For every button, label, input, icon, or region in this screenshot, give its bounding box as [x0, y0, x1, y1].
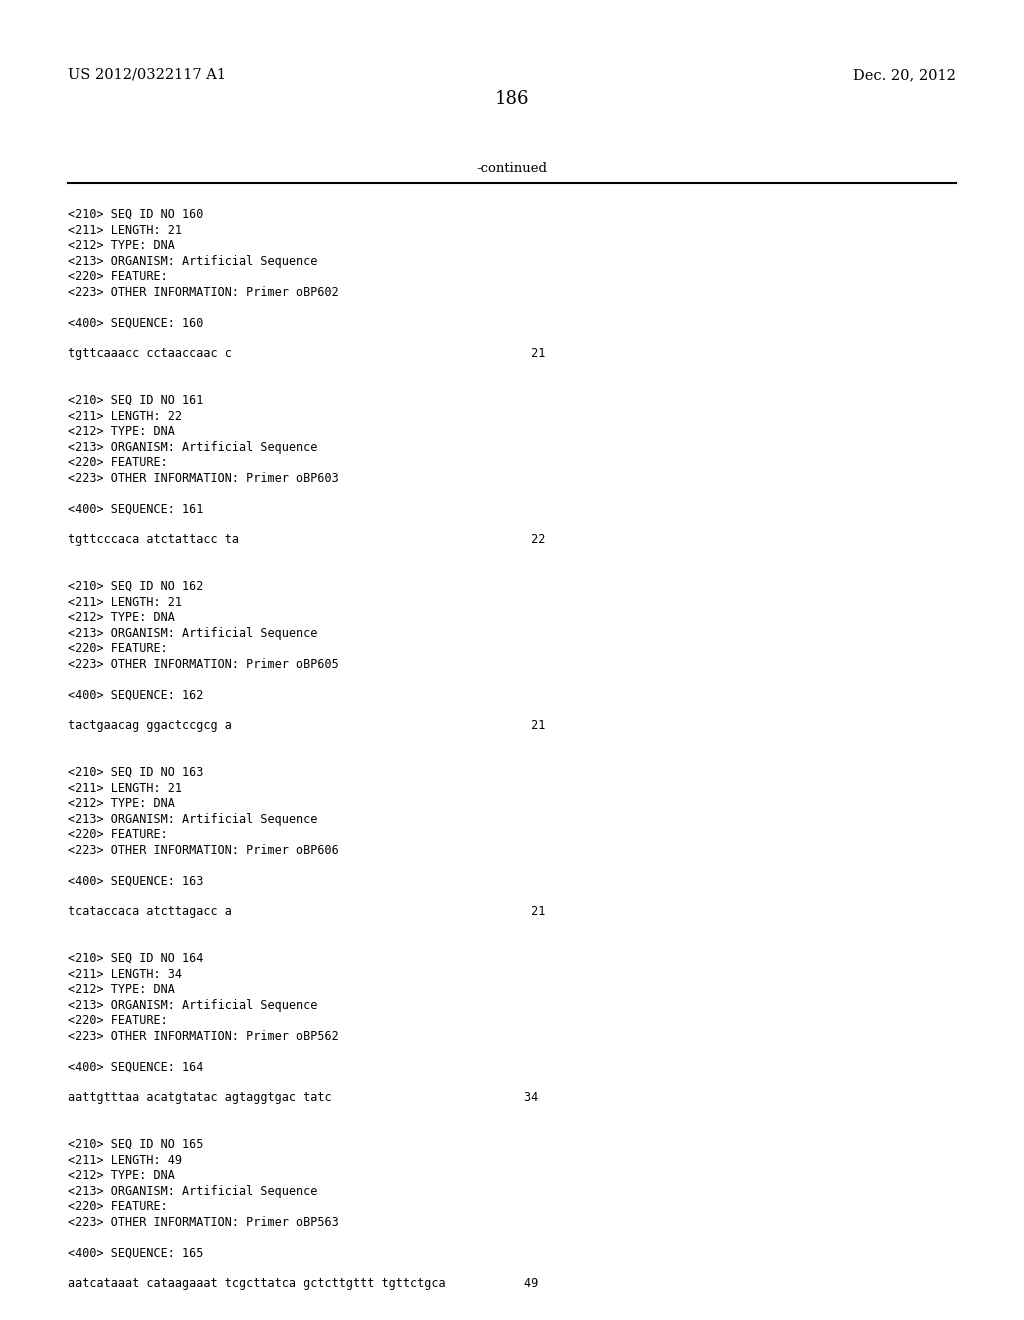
Text: <213> ORGANISM: Artificial Sequence: <213> ORGANISM: Artificial Sequence	[68, 627, 317, 639]
Text: <211> LENGTH: 21: <211> LENGTH: 21	[68, 781, 182, 795]
Text: <212> TYPE: DNA: <212> TYPE: DNA	[68, 797, 175, 810]
Text: <210> SEQ ID NO 165: <210> SEQ ID NO 165	[68, 1138, 204, 1151]
Text: <223> OTHER INFORMATION: Primer oBP605: <223> OTHER INFORMATION: Primer oBP605	[68, 657, 339, 671]
Text: <210> SEQ ID NO 164: <210> SEQ ID NO 164	[68, 952, 204, 965]
Text: <223> OTHER INFORMATION: Primer oBP562: <223> OTHER INFORMATION: Primer oBP562	[68, 1030, 339, 1043]
Text: <213> ORGANISM: Artificial Sequence: <213> ORGANISM: Artificial Sequence	[68, 441, 317, 454]
Text: <400> SEQUENCE: 161: <400> SEQUENCE: 161	[68, 503, 204, 516]
Text: <220> FEATURE:: <220> FEATURE:	[68, 271, 168, 282]
Text: <213> ORGANISM: Artificial Sequence: <213> ORGANISM: Artificial Sequence	[68, 998, 317, 1011]
Text: Dec. 20, 2012: Dec. 20, 2012	[853, 69, 956, 82]
Text: aattgtttaa acatgtatac agtaggtgac tatc                           34: aattgtttaa acatgtatac agtaggtgac tatc 34	[68, 1092, 539, 1105]
Text: <211> LENGTH: 49: <211> LENGTH: 49	[68, 1154, 182, 1167]
Text: <220> FEATURE:: <220> FEATURE:	[68, 455, 168, 469]
Text: US 2012/0322117 A1: US 2012/0322117 A1	[68, 69, 226, 82]
Text: tcataccaca atcttagacc a                                          21: tcataccaca atcttagacc a 21	[68, 906, 546, 919]
Text: <223> OTHER INFORMATION: Primer oBP563: <223> OTHER INFORMATION: Primer oBP563	[68, 1216, 339, 1229]
Text: <211> LENGTH: 21: <211> LENGTH: 21	[68, 223, 182, 236]
Text: tactgaacag ggactccgcg a                                          21: tactgaacag ggactccgcg a 21	[68, 719, 546, 733]
Text: <210> SEQ ID NO 163: <210> SEQ ID NO 163	[68, 766, 204, 779]
Text: <210> SEQ ID NO 161: <210> SEQ ID NO 161	[68, 393, 204, 407]
Text: <212> TYPE: DNA: <212> TYPE: DNA	[68, 611, 175, 624]
Text: tgttcaaacc cctaaccaac c                                          21: tgttcaaacc cctaaccaac c 21	[68, 347, 546, 360]
Text: <212> TYPE: DNA: <212> TYPE: DNA	[68, 983, 175, 997]
Text: <212> TYPE: DNA: <212> TYPE: DNA	[68, 239, 175, 252]
Text: aatcataaat cataagaaat tcgcttatca gctcttgttt tgttctgca           49: aatcataaat cataagaaat tcgcttatca gctcttg…	[68, 1278, 539, 1291]
Text: <220> FEATURE:: <220> FEATURE:	[68, 828, 168, 841]
Text: <210> SEQ ID NO 162: <210> SEQ ID NO 162	[68, 579, 204, 593]
Text: <400> SEQUENCE: 162: <400> SEQUENCE: 162	[68, 689, 204, 701]
Text: <220> FEATURE:: <220> FEATURE:	[68, 642, 168, 655]
Text: <223> OTHER INFORMATION: Primer oBP603: <223> OTHER INFORMATION: Primer oBP603	[68, 471, 339, 484]
Text: <210> SEQ ID NO 160: <210> SEQ ID NO 160	[68, 209, 204, 220]
Text: <223> OTHER INFORMATION: Primer oBP606: <223> OTHER INFORMATION: Primer oBP606	[68, 843, 339, 857]
Text: <213> ORGANISM: Artificial Sequence: <213> ORGANISM: Artificial Sequence	[68, 813, 317, 825]
Text: tgttcccaca atctattacc ta                                         22: tgttcccaca atctattacc ta 22	[68, 533, 546, 546]
Text: <211> LENGTH: 22: <211> LENGTH: 22	[68, 409, 182, 422]
Text: <400> SEQUENCE: 164: <400> SEQUENCE: 164	[68, 1060, 204, 1073]
Text: <211> LENGTH: 34: <211> LENGTH: 34	[68, 968, 182, 981]
Text: 186: 186	[495, 90, 529, 108]
Text: -continued: -continued	[476, 162, 548, 176]
Text: <213> ORGANISM: Artificial Sequence: <213> ORGANISM: Artificial Sequence	[68, 255, 317, 268]
Text: <220> FEATURE:: <220> FEATURE:	[68, 1200, 168, 1213]
Text: <213> ORGANISM: Artificial Sequence: <213> ORGANISM: Artificial Sequence	[68, 1184, 317, 1197]
Text: <220> FEATURE:: <220> FEATURE:	[68, 1014, 168, 1027]
Text: <223> OTHER INFORMATION: Primer oBP602: <223> OTHER INFORMATION: Primer oBP602	[68, 285, 339, 298]
Text: <400> SEQUENCE: 163: <400> SEQUENCE: 163	[68, 874, 204, 887]
Text: <212> TYPE: DNA: <212> TYPE: DNA	[68, 425, 175, 438]
Text: <211> LENGTH: 21: <211> LENGTH: 21	[68, 595, 182, 609]
Text: <400> SEQUENCE: 160: <400> SEQUENCE: 160	[68, 317, 204, 330]
Text: <400> SEQUENCE: 165: <400> SEQUENCE: 165	[68, 1246, 204, 1259]
Text: <212> TYPE: DNA: <212> TYPE: DNA	[68, 1170, 175, 1181]
